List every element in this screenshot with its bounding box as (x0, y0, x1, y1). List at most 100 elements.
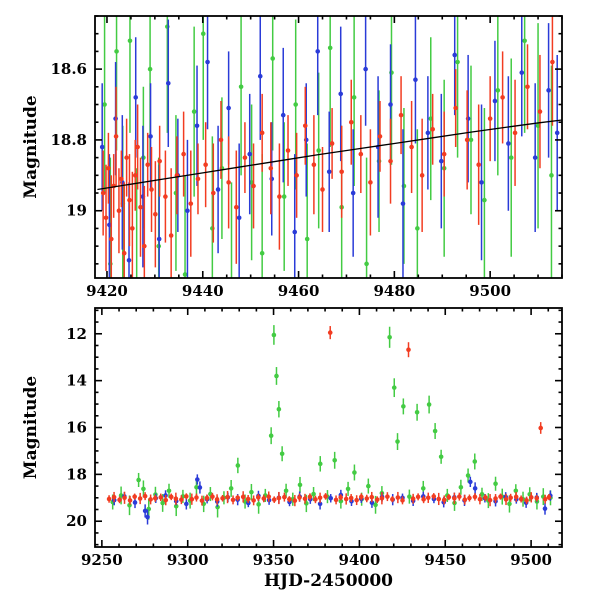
data-point (194, 484, 199, 490)
data-point (350, 190, 356, 196)
data-point (194, 123, 200, 129)
data-point (173, 503, 179, 509)
data-point (235, 495, 240, 501)
data-point (132, 173, 138, 178)
data-point (532, 155, 538, 160)
data-point (292, 229, 298, 235)
x-axis-label: HJD-2450000 (264, 571, 393, 591)
data-point (388, 158, 393, 164)
plot-frame (94, 307, 563, 548)
data-point (173, 496, 179, 502)
x-tick-label: 9300 (167, 551, 209, 569)
data-point (179, 497, 184, 502)
data-point (99, 144, 105, 150)
data-point (311, 162, 317, 168)
data-point (259, 130, 265, 136)
data-point (428, 116, 434, 121)
data-point (345, 486, 351, 492)
data-point (506, 141, 511, 146)
data-point (225, 494, 230, 500)
data-point (369, 500, 375, 506)
data-point (426, 402, 432, 407)
x-tick-label: 9480 (373, 282, 415, 300)
series-red-band (100, 16, 555, 278)
data-point (130, 226, 135, 231)
data-point (297, 482, 303, 488)
data-point (274, 373, 279, 379)
data-point (374, 497, 380, 502)
data-point (276, 495, 282, 501)
data-point (317, 501, 323, 507)
data-point (287, 496, 292, 502)
data-point (165, 80, 171, 86)
data-point (249, 489, 254, 495)
data-point (203, 162, 208, 168)
data-point (271, 497, 277, 502)
axis-ticks (95, 15, 563, 278)
data-point (297, 495, 302, 500)
data-point (276, 406, 282, 412)
data-point (363, 66, 368, 72)
data-point (327, 45, 333, 51)
data-point (214, 497, 220, 502)
data-point (542, 496, 548, 502)
data-point (119, 176, 124, 182)
data-point (320, 187, 325, 192)
top-panel: 9420 9440 9460 9480 9500 18.6 18.8 19 Magnitude (21, 15, 563, 300)
data-point (390, 496, 395, 502)
data-point (348, 119, 354, 125)
data-point (211, 190, 216, 196)
data-point (487, 116, 493, 121)
data-point (270, 56, 275, 61)
data-point (271, 332, 277, 338)
data-point (401, 404, 406, 409)
data-point (168, 233, 174, 238)
data-point (226, 180, 231, 185)
data-point (493, 481, 498, 487)
data-point (137, 496, 143, 501)
data-point (294, 173, 299, 178)
data-point (438, 454, 444, 460)
data-point (255, 495, 261, 500)
data-point (462, 497, 468, 502)
data-point (315, 49, 321, 54)
data-point (329, 141, 335, 146)
data-point (148, 497, 153, 502)
data-point (472, 459, 478, 464)
data-point (160, 500, 165, 506)
data-point (132, 500, 138, 505)
data-point (145, 514, 150, 520)
data-point (415, 226, 420, 231)
data-point (106, 496, 112, 502)
data-point (304, 236, 310, 242)
data-point (156, 236, 162, 242)
data-point (503, 497, 509, 502)
data-point (220, 495, 225, 501)
data-point (410, 496, 416, 502)
data-point (391, 385, 397, 390)
data-point (102, 102, 107, 107)
data-point (364, 261, 369, 267)
data-point (358, 151, 364, 157)
plot-area (106, 325, 553, 525)
data-point (103, 215, 109, 221)
data-point (414, 409, 420, 415)
data-point (492, 98, 498, 104)
data-point (385, 494, 390, 499)
x-tick-label: 9350 (253, 551, 295, 569)
data-point (235, 463, 241, 468)
data-point (106, 165, 111, 171)
data-point (343, 496, 349, 502)
x-tick-label: 9450 (424, 551, 466, 569)
data-point (215, 504, 220, 510)
data-point (132, 494, 137, 499)
x-tick-label: 9460 (278, 282, 320, 300)
data-point (420, 486, 426, 491)
data-point (149, 187, 154, 192)
data-point (518, 496, 524, 502)
data-point (153, 211, 158, 217)
data-point (251, 183, 256, 189)
data-point (483, 495, 488, 500)
